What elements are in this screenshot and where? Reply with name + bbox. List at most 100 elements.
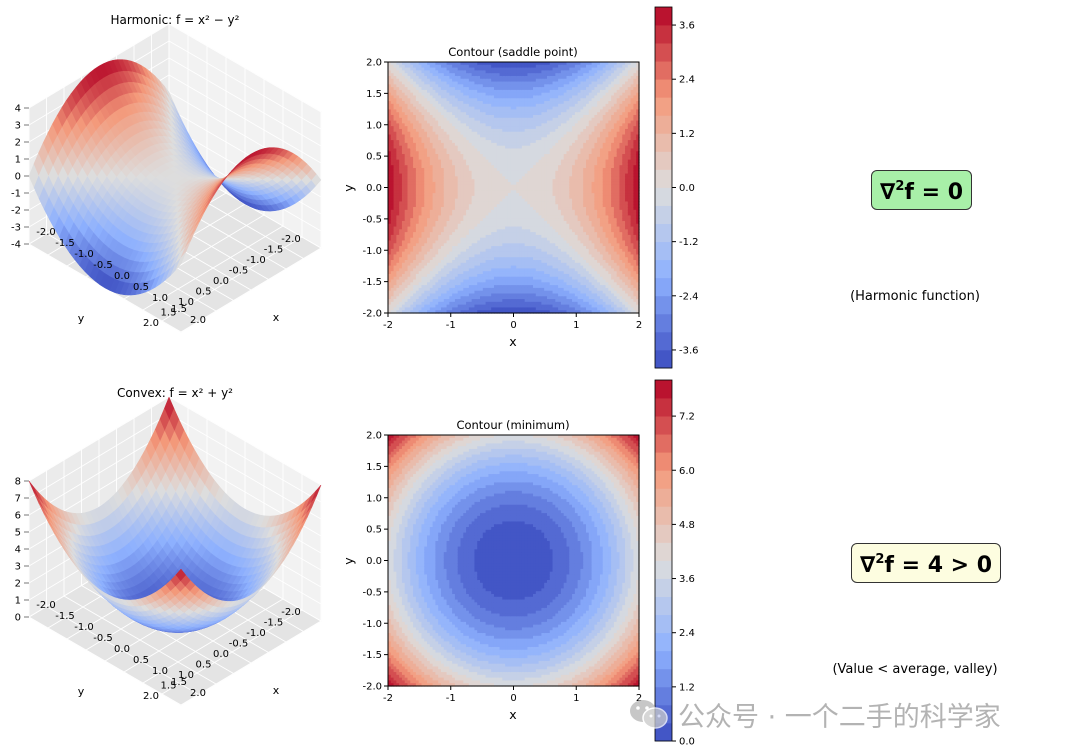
harmonic-x-label: x xyxy=(273,311,280,324)
y-tick-label: -1.0 xyxy=(246,255,266,266)
colorbar-level xyxy=(655,349,672,369)
colorbar-level xyxy=(655,295,672,315)
z-tick-label: 2 xyxy=(15,579,21,590)
colorbar-level xyxy=(655,241,672,261)
minimum-contour-title: Contour (minimum) xyxy=(456,418,569,432)
x-tick-label: 1.5 xyxy=(171,677,187,688)
z-tick-label: 0 xyxy=(15,172,21,183)
colorbar-level xyxy=(655,452,672,471)
z-tick-label: 1 xyxy=(15,596,21,607)
x-tick-label: -2.0 xyxy=(36,227,56,238)
saddle-y-label: y xyxy=(341,184,356,192)
x-tick-label: 0 xyxy=(510,320,516,331)
minimum-x-label: x xyxy=(509,707,516,722)
x-tick-label: 2.0 xyxy=(190,315,206,326)
y-tick-label: 0.5 xyxy=(366,525,382,536)
convex-surface-title: Convex: f = x² + y² xyxy=(117,386,233,400)
colorbar-level xyxy=(655,488,672,507)
y-tick-label: -0.5 xyxy=(229,266,249,277)
colorbar-level xyxy=(655,169,672,188)
z-tick-label: 8 xyxy=(15,477,21,488)
x-tick-label: 0.0 xyxy=(114,271,130,282)
x-tick-label: -2 xyxy=(383,693,393,704)
colorbar-tick-label: -1.2 xyxy=(679,237,699,248)
x-tick-label: 1.5 xyxy=(171,304,187,315)
colorbar-level xyxy=(655,151,672,170)
y-tick-label: 2.0 xyxy=(366,431,382,442)
colorbar-tick-label: -3.6 xyxy=(679,345,699,356)
y-tick-label: -1.0 xyxy=(362,246,382,257)
minimum-y-label: y xyxy=(341,557,356,565)
wechat-icon xyxy=(630,700,668,729)
watermark-text: 公众号 · 一个二手的科学家 xyxy=(678,701,1001,733)
x-tick-label: -1.5 xyxy=(55,611,75,622)
colorbar-level xyxy=(655,524,672,543)
colorbar-level xyxy=(655,560,672,579)
colorbar-level xyxy=(655,380,672,399)
y-tick-label: -2.0 xyxy=(362,309,382,320)
harmonic-note: (Harmonic function) xyxy=(850,289,980,304)
colorbar-tick-label: 2.4 xyxy=(679,75,695,86)
colorbar-level xyxy=(655,470,672,489)
y-tick-label: -2.0 xyxy=(281,234,301,245)
saddle-contour-title: Contour (saddle point) xyxy=(448,45,577,59)
y-tick-label: -1.5 xyxy=(264,245,284,256)
harmonic-laplacian-badge: ∇2f = 0 xyxy=(871,170,973,210)
saddle-x-label: x xyxy=(509,334,516,349)
z-tick-label: 3 xyxy=(15,121,21,132)
x-tick-label: 2.0 xyxy=(190,688,206,699)
colorbar-tick-label: -2.4 xyxy=(679,291,699,302)
y-tick-label: 0.5 xyxy=(196,287,212,298)
colorbar-level xyxy=(655,115,672,134)
z-tick-label: -2 xyxy=(11,206,21,217)
harmonic-equation-rest: f = 0 xyxy=(904,180,964,205)
colorbar-level xyxy=(655,25,672,44)
nabla-symbol: ∇ xyxy=(860,553,876,578)
x-tick-label: 0.5 xyxy=(133,655,149,666)
nabla-symbol: ∇ xyxy=(880,180,896,205)
colorbar-tick-label: 2.4 xyxy=(679,628,695,639)
minimum-contour-plot: -2 -1 0 1 22.01.51.00.50.0-0.5-1.0-1.5-2.0 C… xyxy=(341,379,695,748)
colorbar-level xyxy=(655,313,672,333)
y-tick-label: 0.0 xyxy=(213,649,229,660)
colorbar-level xyxy=(655,542,672,561)
x-tick-label: 1 xyxy=(573,320,579,331)
x-tick-label: -1.5 xyxy=(55,238,75,249)
z-tick-label: 0 xyxy=(15,613,21,624)
colorbar-level xyxy=(655,223,672,243)
harmonic-y-label: y xyxy=(78,312,85,325)
colorbar-level xyxy=(655,614,672,634)
colorbar-level xyxy=(655,398,672,417)
colorbar-level xyxy=(655,506,672,525)
colorbar-tick-label: 0.0 xyxy=(679,183,695,194)
x-tick-label: 0.0 xyxy=(114,644,130,655)
convex-note: (Value < average, valley) xyxy=(832,662,998,677)
y-tick-label: -1.5 xyxy=(362,650,382,661)
colorbar-level xyxy=(655,61,672,80)
x-tick-label: -1 xyxy=(446,320,456,331)
convex-x-label: x xyxy=(273,684,280,697)
colorbar-level xyxy=(655,259,672,279)
z-tick-label: 6 xyxy=(15,511,21,522)
y-tick-label: 1.5 xyxy=(366,89,382,100)
z-tick-label: 1 xyxy=(15,155,21,166)
x-tick-label: -0.5 xyxy=(93,260,113,271)
colorbar-tick-label: 7.2 xyxy=(679,412,695,423)
y-tick-label: -1.0 xyxy=(246,628,266,639)
colorbar-level xyxy=(655,43,672,62)
y-tick-label: 0.0 xyxy=(366,556,382,567)
colorbar-level xyxy=(655,277,672,297)
y-tick-label: 0.0 xyxy=(213,276,229,287)
colorbar-level xyxy=(655,416,672,435)
colorbar-level xyxy=(655,133,672,152)
y-tick-label: 2.0 xyxy=(143,691,159,702)
colorbar-level xyxy=(655,578,672,597)
z-tick-label: 4 xyxy=(15,545,21,556)
colorbar-level xyxy=(655,632,672,652)
harmonic-surface-title: Harmonic: f = x² − y² xyxy=(111,13,240,27)
x-tick-label: -0.5 xyxy=(93,633,113,644)
z-tick-label: 3 xyxy=(15,562,21,573)
y-tick-label: 0.5 xyxy=(366,152,382,163)
z-tick-label: 7 xyxy=(15,494,21,505)
